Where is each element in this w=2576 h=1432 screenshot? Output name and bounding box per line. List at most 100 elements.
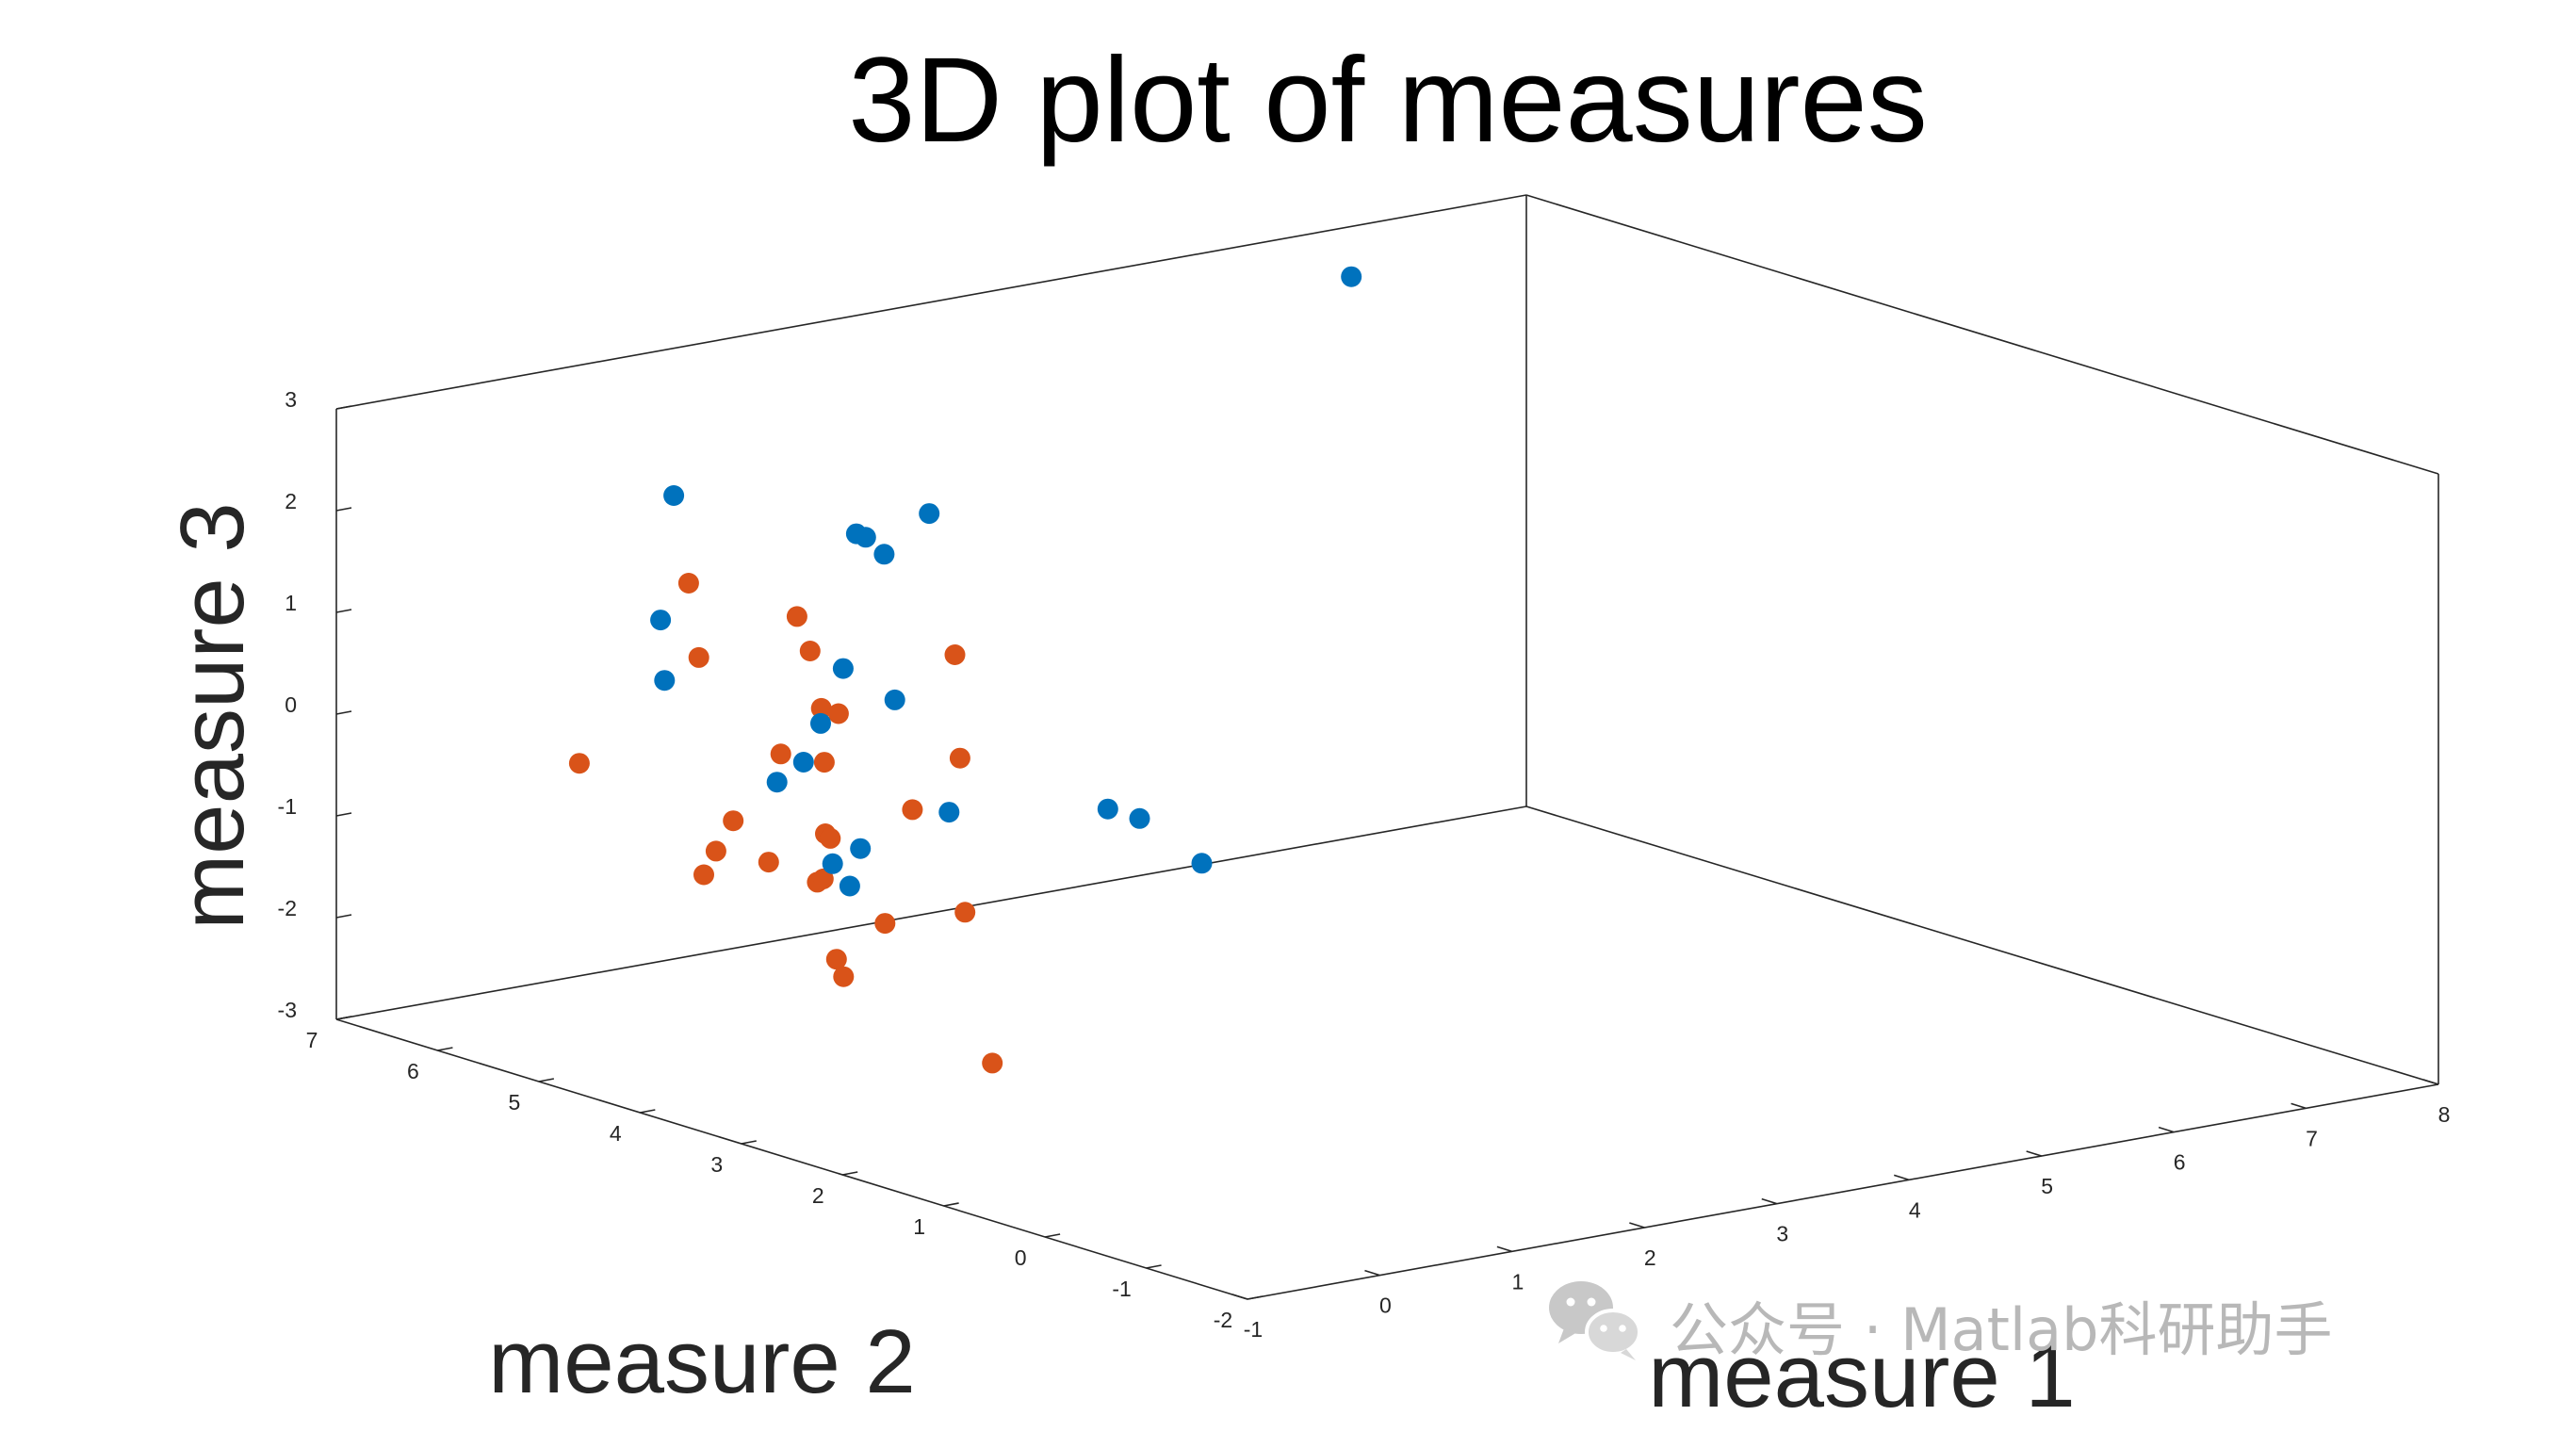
- orange-data-point: [982, 1052, 1003, 1074]
- measure-3-ticks: -3 -2 -1 0 1 2 3: [278, 387, 352, 1022]
- orange-data-point: [799, 641, 821, 661]
- blue-data-point: [832, 658, 854, 679]
- measure-2-tick-label: 7: [306, 1028, 318, 1052]
- measure-2-tick-mark: [842, 1171, 858, 1176]
- orange-data-point: [902, 799, 923, 821]
- measure-2-tick-mark: [538, 1078, 555, 1082]
- orange-data-point: [833, 966, 855, 987]
- measure-1-tick-mark: [1761, 1197, 1778, 1205]
- measure-3-tick-label: 1: [285, 591, 297, 615]
- blue-data-point: [855, 527, 876, 548]
- blue-data-point: [919, 503, 940, 525]
- measure-1-tick-label: 3: [1776, 1222, 1788, 1246]
- measure-1-tick-mark: [1629, 1222, 1645, 1229]
- measure-3-tick-label: 3: [285, 387, 297, 412]
- measure-2-tick-mark: [640, 1109, 656, 1114]
- back-top-edge-right: [1525, 194, 2439, 475]
- measure-2-tick-mark: [1247, 1295, 1264, 1300]
- measure-3-tick-label: -2: [278, 896, 297, 920]
- blue-data-point: [654, 670, 676, 692]
- orange-data-point: [758, 852, 779, 873]
- orange-data-point: [693, 864, 714, 886]
- blue-data-point: [839, 875, 860, 897]
- measure-2-tick-label: 4: [610, 1121, 622, 1146]
- measure-3-tick-label: -3: [278, 998, 297, 1022]
- measure-1-tick-mark: [1496, 1245, 1513, 1253]
- floor-back-edge-left: [335, 806, 1527, 1020]
- blue-data-point: [873, 544, 895, 565]
- measure-3-tick-mark: [335, 1016, 352, 1020]
- blue-data-point: [850, 838, 872, 859]
- y-axis-label: measure 2: [488, 1311, 916, 1412]
- measure-2-tick-mark: [943, 1202, 959, 1207]
- blue-data-point: [766, 772, 788, 793]
- measure-1-tick-mark: [1893, 1174, 1910, 1181]
- orange-data-point: [813, 752, 835, 773]
- measure-3-tick-mark: [335, 507, 352, 512]
- measure-1-ticks: -1 0 1 2 3 4 5 6 7 8: [1231, 1079, 2451, 1342]
- measure-1-tick-label: 2: [1644, 1245, 1656, 1270]
- measure-2-tick-label: 3: [710, 1152, 723, 1177]
- blue-data-point: [1191, 853, 1213, 874]
- orange-data-point: [820, 827, 841, 849]
- blue-data-point: [938, 802, 960, 823]
- measure-3-tick-mark: [335, 812, 352, 817]
- measure-1-tick-label: -1: [1244, 1317, 1263, 1342]
- measure-1-tick-label: 7: [2306, 1126, 2318, 1150]
- orange-data-point: [954, 902, 976, 923]
- data-points: [568, 266, 1362, 1074]
- measure-2-tick-label: -1: [1112, 1277, 1131, 1301]
- orange-data-point: [825, 949, 847, 970]
- blue-data-point: [792, 752, 814, 773]
- orange-data-point: [812, 868, 834, 889]
- z-axis-label: measure 3: [162, 502, 263, 930]
- measure-2-tick-mark: [741, 1140, 757, 1145]
- orange-data-point: [688, 646, 709, 668]
- watermark-text: 公众号 · Matlab科研助手: [1670, 1295, 2333, 1364]
- measure-2-tick-label: 5: [508, 1090, 520, 1115]
- measure-1-tick-mark: [1364, 1269, 1380, 1277]
- back-top-edge-left: [335, 194, 1527, 410]
- orange-data-point: [786, 606, 807, 627]
- measure-3-tick-label: 0: [285, 692, 297, 717]
- measure-1-tick-mark: [2422, 1079, 2439, 1085]
- measure-3-tick-label: 2: [285, 489, 297, 513]
- orange-data-point: [723, 810, 744, 832]
- measure-1-tick-mark: [2026, 1150, 2042, 1157]
- orange-data-point: [677, 573, 699, 594]
- measure-2-tick-label: 6: [407, 1059, 419, 1083]
- measure-1-tick-mark: [2158, 1126, 2175, 1133]
- measure-1-tick-label: 0: [1379, 1294, 1392, 1318]
- measure-1-tick-mark: [1231, 1294, 1248, 1300]
- blue-data-point: [884, 689, 905, 710]
- measure-2-axis-line: [335, 1018, 1248, 1300]
- orange-data-point: [705, 840, 726, 862]
- measure-2-tick-mark: [1146, 1264, 1162, 1269]
- blue-data-point: [650, 610, 672, 631]
- blue-data-point: [810, 712, 831, 734]
- orange-data-point: [827, 703, 849, 724]
- blue-data-point: [663, 485, 685, 506]
- measure-3-tick-mark: [335, 710, 352, 715]
- measure-3-tick-label: -1: [278, 794, 297, 819]
- measure-1-tick-label: 8: [2438, 1102, 2451, 1127]
- measure-1-axis-line: [1247, 1083, 2439, 1300]
- axes-box: [335, 194, 2439, 1300]
- orange-data-point: [874, 913, 896, 935]
- orange-data-point: [944, 644, 966, 665]
- wechat-icon: [1549, 1281, 1641, 1360]
- measure-2-tick-label: 0: [1015, 1245, 1027, 1270]
- measure-1-tick-label: 1: [1511, 1269, 1524, 1294]
- measure-2-tick-mark: [437, 1047, 453, 1051]
- orange-data-point: [949, 747, 970, 769]
- measure-1-tick-label: 4: [1909, 1197, 1921, 1222]
- measure-1-tick-label: 5: [2041, 1174, 2053, 1198]
- blue-data-point: [1129, 807, 1150, 829]
- measure-2-tick-label: 2: [812, 1183, 824, 1208]
- measure-2-tick-mark: [1044, 1233, 1061, 1238]
- measure-3-tick-mark: [335, 914, 352, 919]
- measure-1-tick-label: 6: [2174, 1150, 2186, 1175]
- watermark: 公众号 · Matlab科研助手: [1549, 1281, 2333, 1364]
